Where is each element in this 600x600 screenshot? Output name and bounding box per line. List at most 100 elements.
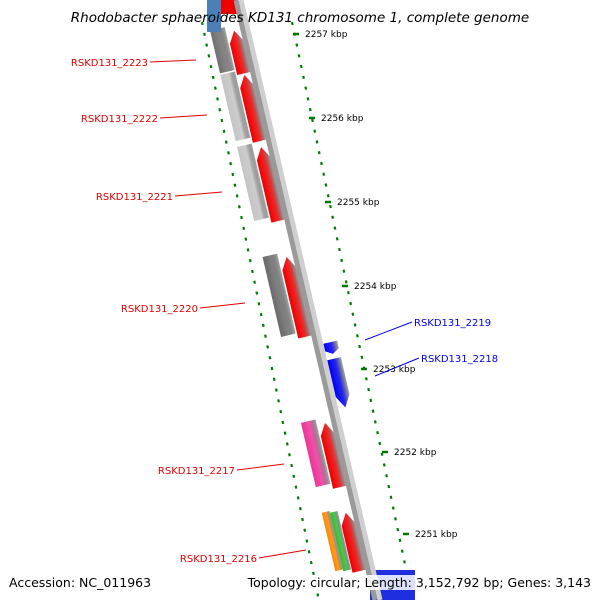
scale-dot <box>283 431 287 435</box>
gene-label: RSKD131_2216 <box>180 554 257 565</box>
gene-arrow <box>323 340 339 354</box>
gene-arrow <box>240 74 267 143</box>
scale-dot <box>398 538 402 543</box>
scale-dot <box>266 345 270 349</box>
scale-dot <box>292 474 296 479</box>
gene-leader-line <box>236 463 285 471</box>
accession-text: Accession: NC_011963 <box>9 575 152 590</box>
scale-dot <box>299 64 303 69</box>
scale-dot <box>242 226 246 231</box>
scale-dot <box>331 215 335 219</box>
scale-dot <box>295 43 299 47</box>
gene-arrow <box>341 512 367 573</box>
scale-dot <box>376 430 379 435</box>
gene-arrow <box>256 146 286 223</box>
gene-label: RSKD131_2221 <box>96 192 173 203</box>
gene-label: RSKD131_2217 <box>158 466 235 477</box>
scale-dot <box>281 420 285 425</box>
scale-dot <box>259 312 263 317</box>
gene-label: RSKD131_2220 <box>121 304 198 315</box>
scale-dot <box>317 151 321 155</box>
kbp-tick-label: 2251 kbp <box>415 530 458 540</box>
scale-dot <box>391 506 395 510</box>
scale-dot <box>380 452 384 456</box>
scale-dot <box>316 593 320 597</box>
scale-dot <box>288 453 291 457</box>
gene-arrow <box>327 357 350 408</box>
scale-dot <box>369 398 373 403</box>
scale-dot <box>237 205 241 209</box>
scale-dot <box>360 355 364 359</box>
gene-leader-line <box>174 191 223 197</box>
gene-RSKD131_2222: RSKD131_2222 <box>81 71 267 143</box>
gene-RSKD131_2216: RSKD131_2216 <box>180 510 367 573</box>
scale-dot <box>255 291 259 295</box>
scale-dot <box>272 377 276 381</box>
scale-dot <box>340 258 344 263</box>
scale-dot <box>224 140 228 144</box>
kbp-tick-label: 2253 kbp <box>373 365 416 375</box>
scale-dot <box>342 269 346 273</box>
scale-dot <box>315 140 319 144</box>
scale-dot <box>248 258 252 263</box>
scale-dot <box>222 129 226 133</box>
scale-dot <box>297 54 301 58</box>
scale-dot <box>312 571 315 576</box>
scale-dot <box>322 172 326 176</box>
scale-dot <box>373 420 377 424</box>
scale-dot <box>301 517 304 522</box>
cog-bar <box>321 510 344 572</box>
scale-dot <box>307 550 311 554</box>
scale-dot <box>294 485 298 489</box>
gene-leader-line <box>149 59 197 63</box>
gene-arrow <box>229 30 251 76</box>
gene-leader-line <box>374 357 420 377</box>
scale-dot <box>305 539 309 543</box>
scale-dot <box>220 118 224 123</box>
gene-leader-line <box>364 321 413 341</box>
scale-dot <box>403 560 406 564</box>
scale-dot <box>367 387 370 392</box>
scale-dot <box>355 334 359 338</box>
scale-dot <box>338 247 341 252</box>
scale-dot <box>270 366 274 371</box>
scale-dot <box>394 517 397 521</box>
backbone-shadow <box>238 0 383 600</box>
scale-dot <box>329 204 332 209</box>
cog-bar <box>262 253 296 337</box>
outer-scale-ring <box>290 21 413 596</box>
scale-dot <box>344 280 348 284</box>
scale-dot <box>268 356 272 360</box>
scale-dot <box>235 194 239 198</box>
gene-label: RSKD131_2223 <box>71 58 148 69</box>
map-title: Rhodobacter sphaeroides KD131 chromosome… <box>70 10 530 26</box>
gene-label: RSKD131_2219 <box>414 318 491 329</box>
scale-dot <box>308 107 312 112</box>
scale-dot <box>290 463 294 468</box>
gene-arrow <box>282 257 312 339</box>
partial-gene-top <box>221 0 237 14</box>
scale-dot <box>296 496 300 500</box>
gene-RSKD131_2218: RSKD131_2218 <box>327 354 498 408</box>
scale-dot <box>349 301 353 306</box>
scale-dot <box>253 280 256 284</box>
scale-dot <box>396 527 400 532</box>
scale-dot <box>200 21 204 26</box>
scale-dot <box>211 75 215 80</box>
kbp-tick-label: 2256 kbp <box>321 114 364 124</box>
scale-dot <box>313 129 317 133</box>
cog-bar <box>329 510 352 572</box>
scale-dot <box>275 388 278 392</box>
gene-arrow <box>320 422 347 489</box>
scale-dot <box>320 161 323 166</box>
gene-label: RSKD131_2218 <box>421 354 498 365</box>
chromosome-backbone <box>233 0 378 600</box>
kbp-tick-label: 2252 kbp <box>394 448 437 458</box>
scale-dot <box>246 248 250 252</box>
gene-RSKD131_2221: RSKD131_2221 <box>96 143 286 223</box>
scale-dot <box>302 75 305 80</box>
scale-dot <box>389 495 393 499</box>
scale-dot <box>371 409 375 413</box>
